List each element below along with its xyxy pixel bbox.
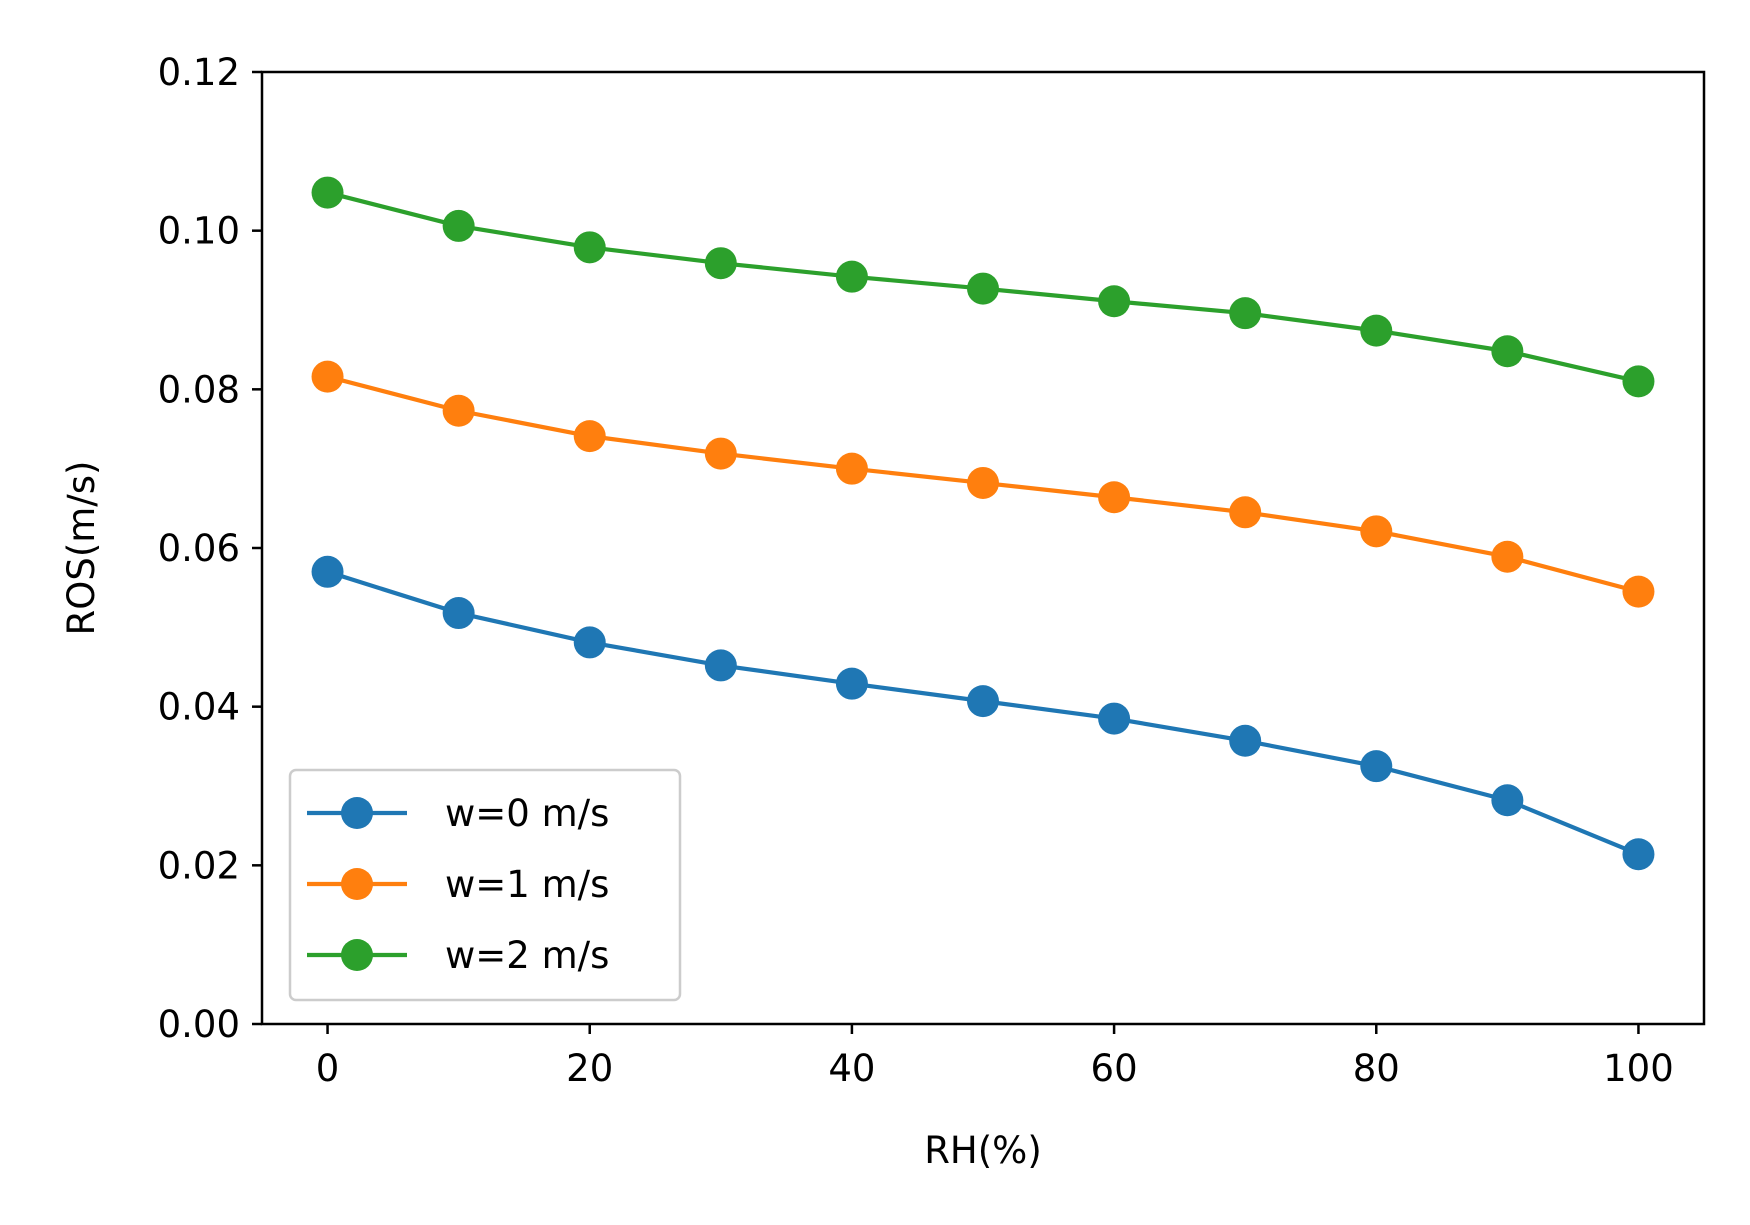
data-point (704, 437, 737, 470)
data-point (704, 649, 737, 682)
data-point (1098, 702, 1131, 735)
data-point (442, 394, 475, 427)
data-point (1491, 784, 1524, 817)
legend: w=0 m/s w=1 m/s w=2 m/s (288, 768, 682, 1002)
legend-marker-swatch (341, 868, 373, 900)
axes-frame (260, 70, 1706, 1026)
x-tick-label: 60 (1091, 1047, 1138, 1090)
data-point (967, 466, 999, 499)
y-axis-label: ROS(m/s) (60, 461, 103, 636)
data-point (1360, 515, 1393, 548)
x-tick-label: 40 (828, 1047, 875, 1090)
data-point (1622, 575, 1655, 608)
legend-label: w=2 m/s (445, 934, 609, 977)
legend-item: w=2 m/s (307, 934, 609, 977)
data-point (835, 260, 868, 293)
data-point (1360, 750, 1393, 783)
data-point (967, 272, 999, 305)
data-point (311, 555, 344, 588)
y-tick-label: 0.08 (158, 368, 240, 411)
series-layer (311, 176, 1655, 871)
legend-label: w=0 m/s (445, 792, 609, 835)
series-1 (311, 360, 1655, 608)
x-tick-label: 80 (1353, 1047, 1400, 1090)
legend-item: w=1 m/s (307, 863, 609, 906)
data-point (1229, 496, 1262, 529)
y-tick-label: 0.10 (158, 210, 240, 253)
data-point (1360, 314, 1393, 347)
data-point (835, 452, 868, 485)
x-tick-label: 20 (566, 1047, 613, 1090)
data-point (311, 360, 344, 393)
data-point (573, 626, 606, 659)
y-tick-label: 0.02 (158, 844, 240, 887)
data-point (1622, 838, 1655, 871)
x-tick-label: 0 (316, 1047, 340, 1090)
data-point (1229, 297, 1262, 330)
y-tick-label: 0.12 (158, 51, 240, 94)
data-point (1622, 365, 1655, 398)
legend-item: w=0 m/s (307, 792, 609, 835)
y-tick-label: 0.06 (158, 527, 240, 570)
data-point (442, 597, 475, 630)
data-point (1229, 724, 1262, 757)
data-point (704, 247, 737, 280)
legend-box (288, 768, 682, 1002)
x-tick-label: 100 (1603, 1047, 1674, 1090)
series-0 (311, 555, 1655, 871)
data-point (967, 685, 999, 718)
legend-label: w=1 m/s (445, 863, 609, 906)
data-point (573, 231, 606, 264)
data-point (835, 667, 868, 700)
data-point (573, 420, 606, 453)
y-axis-ticks: 0.00 0.02 0.04 0.06 0.08 0.10 0.12 (158, 51, 262, 1046)
x-axis-ticks: 0 20 40 60 80 100 (316, 1024, 1674, 1090)
y-tick-label: 0.00 (158, 1003, 240, 1046)
data-point (1491, 540, 1524, 573)
legend-marker-swatch (341, 939, 373, 971)
data-point (442, 209, 475, 242)
data-point (1098, 285, 1131, 318)
legend-marker-swatch (341, 797, 373, 829)
x-axis-label: RH(%) (924, 1129, 1042, 1172)
data-point (1491, 335, 1524, 368)
data-point (311, 176, 344, 209)
data-point (1098, 481, 1131, 514)
y-tick-label: 0.04 (158, 686, 240, 729)
series-2 (311, 176, 1655, 398)
